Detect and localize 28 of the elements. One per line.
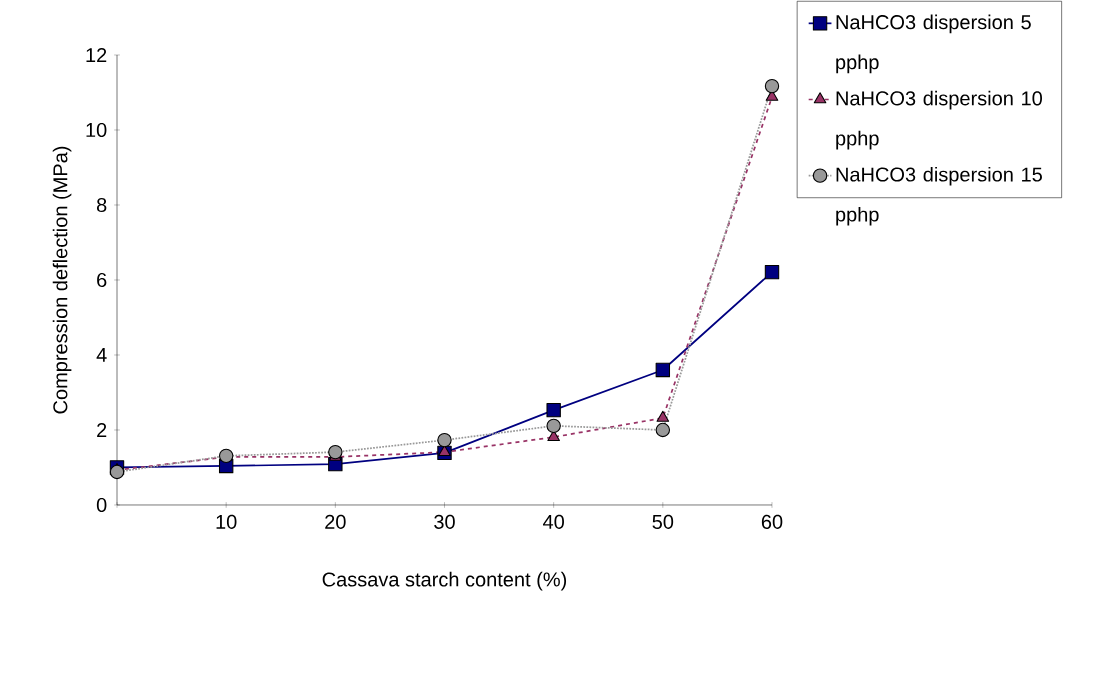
x-tick-label: 30 [434, 514, 455, 529]
point [546, 402, 561, 418]
point [109, 464, 125, 480]
point [546, 418, 561, 434]
x-axis-title: Cassava starch content (%) [322, 571, 567, 591]
y-tick-label: 8 [96, 197, 107, 213]
y-tick-label: 2 [97, 423, 107, 437]
x-tick-label: 50 [652, 514, 674, 529]
point [764, 78, 780, 94]
y-tick-label: 6 [97, 272, 107, 288]
point [656, 410, 670, 422]
x-tick-label: 40 [543, 514, 564, 529]
legend-label: NaHCO3 dispersion 10 pphp [836, 90, 1042, 150]
x-tick-label: 60 [761, 514, 783, 529]
point [764, 264, 780, 280]
y-tick-label: 4 [96, 348, 107, 362]
x-tick-label: 10 [216, 514, 237, 529]
y-tick-label: 0 [96, 497, 107, 513]
y-tick-label: 10 [86, 122, 107, 138]
legend-label: NaHCO3 dispersion 15 pphp [836, 166, 1042, 226]
point [437, 432, 452, 448]
point [655, 422, 671, 438]
x-tick-label: 20 [325, 514, 346, 529]
y-tick-label: 12 [86, 48, 107, 62]
point [655, 362, 671, 378]
point [328, 444, 343, 460]
legend-label: NaHCO3 dispersion 5 pphp [836, 14, 1031, 74]
y-axis-title: Compression deflection (MPa) [52, 146, 72, 414]
